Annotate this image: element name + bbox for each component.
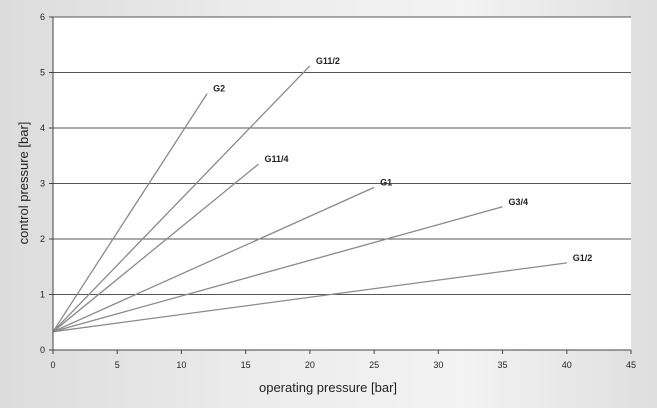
series-label-g11-4: G11/4 (265, 154, 289, 164)
series-line-g3-4 (52, 206, 503, 333)
y-tick-label-5: 5 (40, 68, 45, 78)
y-tick-label-6: 6 (40, 12, 45, 22)
series-line-g2 (52, 93, 208, 333)
x-axis-label: operating pressure [bar] (259, 380, 397, 395)
x-tick-label-15: 15 (241, 360, 251, 370)
x-tick-label-35: 35 (498, 360, 508, 370)
y-tick-label-4: 4 (40, 123, 45, 133)
x-tick-label-5: 5 (115, 360, 120, 370)
y-tick-label-0: 0 (40, 345, 45, 355)
series-line-g11-2 (52, 65, 311, 333)
x-tick-label-25: 25 (369, 360, 379, 370)
x-tick-label-30: 30 (433, 360, 443, 370)
x-tick-label-10: 10 (176, 360, 186, 370)
y-axis-label: control pressure [bar] (16, 122, 31, 245)
series-labels: G2 G11/2 G11/4 G1 G3/4 G1/2 (213, 56, 592, 263)
x-tick-label-40: 40 (562, 360, 572, 370)
series-label-g11-2: G11/2 (316, 56, 340, 66)
series-label-g1-2: G1/2 (573, 253, 593, 263)
series-label-g1: G1 (380, 177, 392, 187)
x-tick-label-45: 45 (626, 360, 636, 370)
series-line-g1-2 (52, 262, 567, 333)
y-tick-label-1: 1 (40, 290, 45, 300)
x-tick-label-20: 20 (305, 360, 315, 370)
series-label-g3-4: G3/4 (509, 197, 529, 207)
x-tick-label-0: 0 (50, 360, 55, 370)
y-tick-label-2: 2 (40, 234, 45, 244)
series-lines (52, 65, 567, 333)
series-label-g2: G2 (213, 84, 225, 94)
series-line-g1 (52, 186, 375, 333)
series-line-g11-4 (52, 163, 259, 333)
y-tick-label-3: 3 (40, 179, 45, 189)
